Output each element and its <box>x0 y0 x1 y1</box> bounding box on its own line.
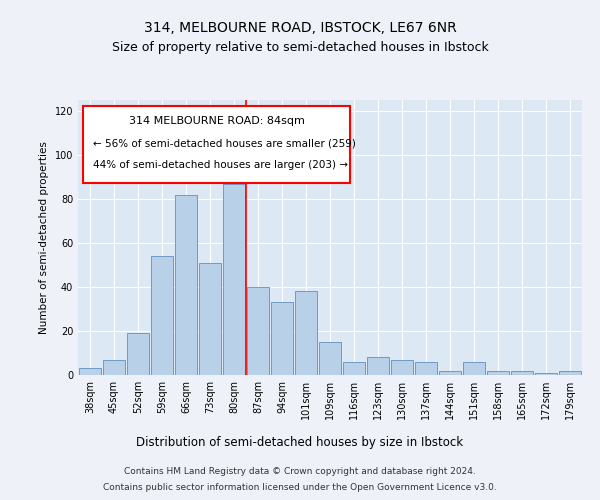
Text: Size of property relative to semi-detached houses in Ibstock: Size of property relative to semi-detach… <box>112 41 488 54</box>
Bar <box>151 256 173 375</box>
Bar <box>199 263 221 375</box>
Bar <box>175 194 197 375</box>
Bar <box>511 370 533 375</box>
Bar <box>535 373 557 375</box>
Text: 314, MELBOURNE ROAD, IBSTOCK, LE67 6NR: 314, MELBOURNE ROAD, IBSTOCK, LE67 6NR <box>143 20 457 34</box>
Bar <box>271 302 293 375</box>
Text: ← 56% of semi-detached houses are smaller (259): ← 56% of semi-detached houses are smalle… <box>93 138 356 148</box>
Bar <box>415 362 437 375</box>
Bar <box>463 362 485 375</box>
Bar <box>103 360 125 375</box>
Text: 314 MELBOURNE ROAD: 84sqm: 314 MELBOURNE ROAD: 84sqm <box>128 116 305 126</box>
Bar <box>127 333 149 375</box>
Text: Contains public sector information licensed under the Open Government Licence v3: Contains public sector information licen… <box>103 483 497 492</box>
Bar <box>559 370 581 375</box>
Bar <box>247 287 269 375</box>
Bar <box>79 368 101 375</box>
Bar <box>223 184 245 375</box>
Text: 44% of semi-detached houses are larger (203) →: 44% of semi-detached houses are larger (… <box>93 160 348 170</box>
Bar <box>367 358 389 375</box>
Bar <box>439 370 461 375</box>
Bar <box>391 360 413 375</box>
Bar <box>295 292 317 375</box>
Bar <box>343 362 365 375</box>
FancyBboxPatch shape <box>83 106 350 182</box>
Bar <box>319 342 341 375</box>
Bar <box>487 370 509 375</box>
Text: Contains HM Land Registry data © Crown copyright and database right 2024.: Contains HM Land Registry data © Crown c… <box>124 466 476 475</box>
Y-axis label: Number of semi-detached properties: Number of semi-detached properties <box>39 141 49 334</box>
Text: Distribution of semi-detached houses by size in Ibstock: Distribution of semi-detached houses by … <box>136 436 464 449</box>
